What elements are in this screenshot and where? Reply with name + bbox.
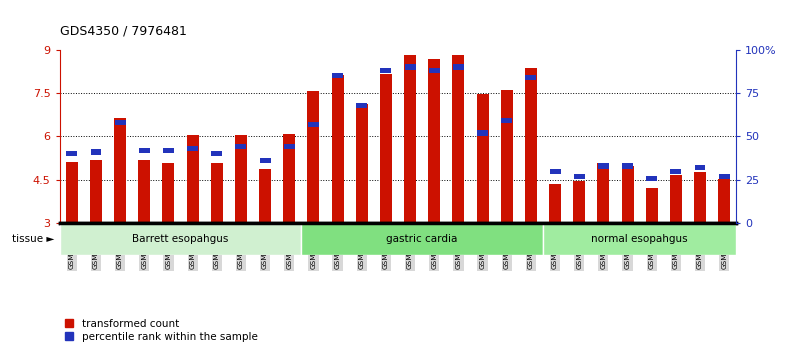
Bar bbox=[211, 151, 222, 156]
Bar bbox=[549, 169, 560, 174]
Bar bbox=[549, 184, 561, 223]
Bar bbox=[646, 176, 657, 181]
Bar bbox=[525, 68, 537, 223]
Bar bbox=[332, 75, 344, 223]
Bar bbox=[453, 64, 464, 69]
Bar bbox=[307, 91, 319, 223]
Bar bbox=[718, 179, 730, 223]
Text: gastric cardia: gastric cardia bbox=[387, 234, 458, 244]
Bar bbox=[66, 151, 77, 156]
Bar bbox=[163, 148, 174, 153]
Bar bbox=[598, 163, 609, 169]
Text: tissue ►: tissue ► bbox=[12, 234, 54, 244]
Bar bbox=[525, 75, 537, 80]
Bar bbox=[404, 55, 416, 223]
Bar bbox=[477, 94, 489, 223]
Bar bbox=[622, 166, 634, 223]
Bar bbox=[380, 74, 392, 223]
Bar bbox=[543, 223, 736, 255]
Bar bbox=[646, 188, 657, 223]
Bar bbox=[259, 169, 271, 223]
Bar bbox=[574, 174, 585, 179]
Bar bbox=[597, 163, 610, 223]
Bar bbox=[357, 103, 367, 108]
Bar bbox=[573, 181, 585, 223]
Bar bbox=[283, 135, 295, 223]
Bar bbox=[501, 118, 512, 124]
Bar bbox=[332, 73, 343, 78]
Text: GDS4350 / 7976481: GDS4350 / 7976481 bbox=[60, 24, 186, 37]
Bar bbox=[477, 130, 488, 136]
Text: Barrett esopahgus: Barrett esopahgus bbox=[132, 234, 228, 244]
Bar bbox=[115, 120, 126, 125]
Bar bbox=[139, 148, 150, 153]
Bar bbox=[694, 172, 706, 223]
Legend: transformed count, percentile rank within the sample: transformed count, percentile rank withi… bbox=[65, 319, 257, 342]
Text: normal esopahgus: normal esopahgus bbox=[591, 234, 688, 244]
Bar bbox=[308, 122, 319, 127]
Bar bbox=[670, 175, 682, 223]
Bar bbox=[114, 118, 126, 223]
Bar bbox=[284, 144, 295, 149]
Bar bbox=[670, 169, 681, 174]
Bar bbox=[429, 68, 439, 73]
Bar bbox=[501, 90, 513, 223]
Bar bbox=[66, 162, 78, 223]
Bar bbox=[91, 149, 101, 155]
Bar bbox=[211, 163, 223, 223]
Bar bbox=[259, 158, 271, 163]
Bar bbox=[60, 223, 302, 255]
Bar bbox=[428, 59, 440, 223]
Bar bbox=[622, 163, 633, 169]
Bar bbox=[695, 165, 705, 170]
Bar bbox=[719, 174, 730, 179]
Bar bbox=[404, 64, 416, 69]
Bar bbox=[186, 135, 199, 223]
Bar bbox=[235, 135, 247, 223]
Bar bbox=[236, 144, 247, 149]
Bar bbox=[452, 55, 464, 223]
Bar bbox=[90, 160, 102, 223]
Bar bbox=[356, 104, 368, 223]
Bar bbox=[302, 223, 543, 255]
Bar bbox=[139, 160, 150, 223]
Bar bbox=[187, 146, 198, 151]
Bar bbox=[162, 163, 174, 223]
Bar bbox=[380, 68, 392, 73]
